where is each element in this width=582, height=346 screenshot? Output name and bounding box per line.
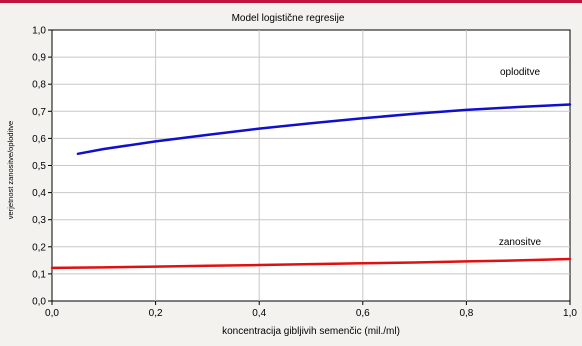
y-tick-label: 0,1 <box>32 269 46 280</box>
y-tick-label: 0,2 <box>32 242 46 253</box>
x-tick-label: 0,0 <box>45 308 59 319</box>
axis-ticks: 0,0 0,2 0,4 0,6 0,8 1,0 0,0 0,1 0,2 0,3 0,4 0,5 0,6 0… <box>32 26 577 320</box>
x-tick-label: 0,6 <box>356 308 370 319</box>
top-accent-line <box>0 0 582 3</box>
chart-title: Model logistične regresije <box>232 13 345 24</box>
series-label-oploditve: oploditve <box>500 67 540 78</box>
x-tick-label: 1,0 <box>563 308 577 319</box>
grid-lines <box>52 30 570 301</box>
y-axis-label: verjetnost zanositve/oploditve <box>6 121 15 219</box>
series-line-oploditve <box>76 103 572 156</box>
x-axis-label: koncentracija gibljivih semenčic (mil./m… <box>222 326 400 337</box>
y-tick-label: 0,6 <box>32 134 46 145</box>
x-tick-label: 0,2 <box>149 308 163 319</box>
x-tick-label: 0,4 <box>252 308 266 319</box>
y-tick-label: 0,3 <box>32 215 46 226</box>
y-tick-label: 0,8 <box>32 80 46 91</box>
series-layer <box>50 103 572 270</box>
y-tick-label: 0,9 <box>32 53 46 64</box>
y-tick-label: 0,7 <box>32 107 46 118</box>
y-tick-label: 0,0 <box>32 297 46 308</box>
series-line-zanositve <box>50 257 572 270</box>
series-label-zanositve: zanositve <box>499 237 542 248</box>
y-tick-label: 0,5 <box>32 161 46 172</box>
y-tick-label: 0,4 <box>32 188 46 199</box>
x-tick-label: 0,8 <box>459 308 473 319</box>
y-tick-label: 1,0 <box>32 26 46 37</box>
